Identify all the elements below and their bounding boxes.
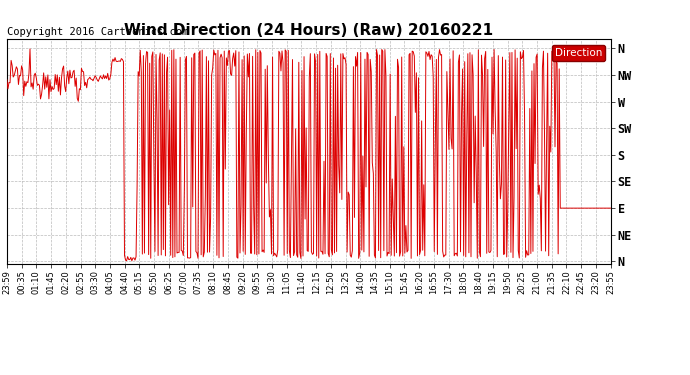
Text: Copyright 2016 Cartronics.com: Copyright 2016 Cartronics.com [7,27,188,37]
Legend: Direction: Direction [552,45,605,61]
Title: Wind Direction (24 Hours) (Raw) 20160221: Wind Direction (24 Hours) (Raw) 20160221 [124,23,493,38]
